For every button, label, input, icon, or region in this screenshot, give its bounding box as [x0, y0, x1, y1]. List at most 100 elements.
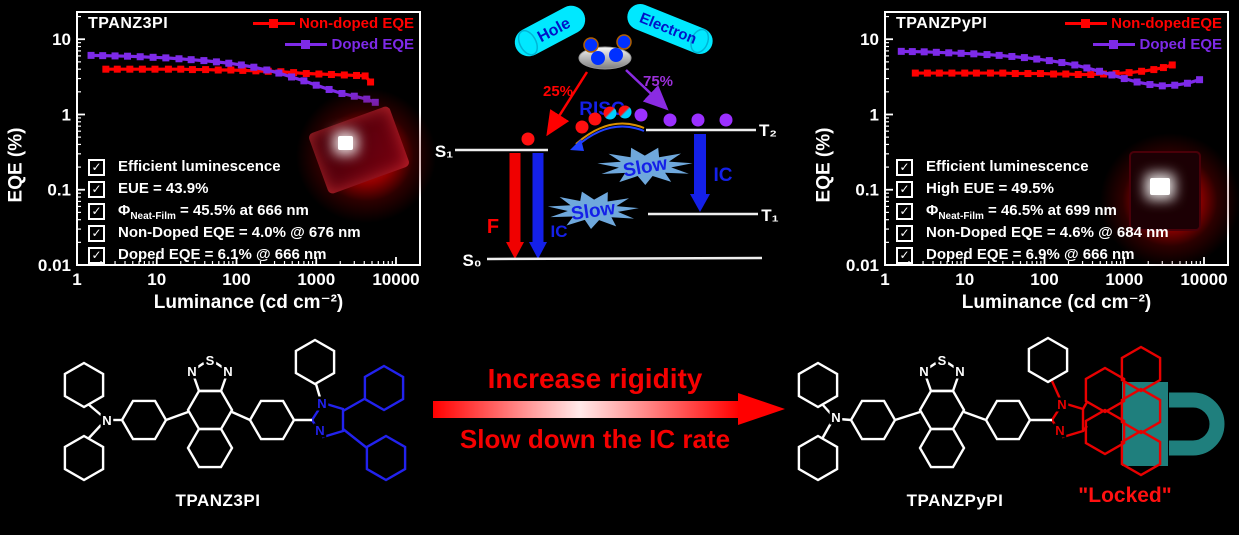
series-marker — [275, 69, 283, 77]
series-marker — [961, 69, 969, 77]
exciton-dot — [575, 120, 589, 134]
checklist-item: ✓ Efficient luminescence — [896, 158, 1169, 180]
singlet-branch-arrow — [546, 71, 589, 137]
molecule-tpanzpypi: N N S N N N TPANZPyPI "Locked" — [797, 336, 1225, 510]
series-marker — [935, 69, 943, 77]
legend-label: Non-dopedEQE — [1111, 15, 1222, 32]
series-marker — [325, 85, 333, 93]
series-marker — [263, 66, 271, 74]
exciton-dot — [691, 113, 705, 127]
series-marker — [164, 65, 172, 73]
x-axis-ticks: 1 10 100 1000 10000 — [72, 257, 420, 289]
series-marker — [1083, 64, 1091, 72]
y-tick-label: 0.1 — [47, 181, 71, 200]
jablonski-energy-diagram: Hole Electron 25% 75% RISC S₁ T₂ F IC Sl… — [435, 4, 779, 270]
thiadiazole-ring — [190, 357, 230, 393]
series-marker — [327, 70, 335, 78]
series-marker — [214, 66, 222, 74]
series-marker — [99, 52, 107, 60]
series-marker — [363, 95, 371, 103]
ic-label-s1: IC — [551, 222, 568, 241]
checkbox-icon: ✓ — [896, 159, 913, 176]
y-axis-label-right: EQE (%) — [813, 127, 835, 203]
charge-dot — [609, 48, 623, 62]
legend-label: Non-doped EQE — [299, 15, 414, 32]
series-marker — [227, 66, 235, 74]
amine-n-label: N — [102, 413, 111, 428]
series-marker — [288, 73, 296, 81]
transition-bottom-label: Slow down the IC rate — [459, 424, 731, 454]
series-marker — [1150, 66, 1158, 74]
thiadiazole-s-label: S — [938, 353, 947, 368]
series-marker — [102, 65, 110, 73]
benzene-ring — [363, 364, 405, 412]
imidazole-ring — [310, 401, 345, 439]
square-marker-icon — [269, 19, 278, 28]
checkbox-icon: ✓ — [896, 181, 913, 198]
series-marker — [897, 47, 905, 55]
series-marker — [1158, 82, 1166, 90]
benzene-ring — [186, 389, 234, 431]
series-marker — [1171, 81, 1179, 89]
legend-label: Doped EQE — [1139, 36, 1222, 53]
series-marker — [315, 70, 323, 78]
legend-line-sample — [253, 19, 295, 28]
benzene-ring — [365, 434, 407, 482]
series-marker — [1011, 70, 1019, 78]
starburst-icon — [547, 191, 639, 229]
checkbox-icon: ✓ — [88, 181, 105, 198]
series-marker — [1168, 61, 1176, 69]
series-marker — [1024, 70, 1032, 78]
benzene-ring — [1084, 408, 1126, 456]
series-marker — [177, 65, 185, 73]
imidazole-n-label: N — [315, 423, 324, 438]
square-marker-icon — [301, 40, 311, 49]
series-marker — [188, 66, 196, 74]
eqe-chart-left: 1 10 100 1000 10000 10 1 0.1 0.01 — [38, 11, 421, 289]
series-marker — [932, 48, 940, 56]
benzene-ring — [849, 399, 897, 441]
s1-label: S₁ — [435, 142, 453, 161]
transition-arrow-body — [433, 401, 739, 418]
series-line — [91, 53, 376, 104]
series-marker — [972, 69, 980, 77]
series-marker — [151, 65, 159, 73]
benzene-ring — [797, 361, 839, 409]
benzene-ring — [797, 434, 839, 482]
series-marker — [1146, 81, 1154, 89]
series-marker — [986, 69, 994, 77]
checklist-item: ✓ Doped EQE = 6.1% @ 666 nm — [88, 246, 361, 268]
legend-entry-nondoped: Non-dopedEQE — [1065, 13, 1222, 34]
benzene-ring — [63, 434, 105, 482]
amine-n-label: N — [831, 410, 840, 425]
series-marker — [1087, 70, 1095, 78]
checklist-item: ✓ ΦNeat-Film = 45.5% at 666 nm — [88, 202, 361, 224]
series-marker — [200, 57, 208, 65]
thiadiazole-n-label: N — [223, 364, 232, 379]
y-tick-label: 0.01 — [846, 256, 879, 275]
x-tick-label: 1 — [880, 270, 889, 289]
imidazole-ring — [1050, 401, 1085, 439]
series-marker — [136, 53, 144, 61]
fluorescence-label: F — [487, 216, 499, 238]
series-marker — [1196, 76, 1204, 84]
x-tick-label: 10 — [147, 270, 166, 289]
fluorescence-arrowhead-icon — [506, 242, 524, 259]
t1-label: T₁ — [761, 206, 778, 225]
thiadiazole-n-label: N — [955, 364, 964, 379]
ic-arrowhead-icon — [529, 242, 547, 259]
series-marker — [312, 81, 320, 89]
molecule-name-right: TPANZPyPI — [907, 491, 1004, 510]
y-tick-label: 1 — [62, 105, 71, 124]
imidazole-n-label: N — [1057, 397, 1066, 412]
legend-entry-doped: Doped EQE — [253, 34, 414, 55]
benzene-ring — [1120, 387, 1162, 435]
benzene-ring — [186, 427, 234, 469]
series-marker — [340, 71, 348, 79]
series-marker — [87, 51, 95, 59]
series-marker — [1045, 57, 1053, 65]
series-marker — [338, 90, 346, 98]
series-marker — [1125, 69, 1133, 77]
series-marker — [124, 52, 132, 60]
series-marker — [1036, 70, 1044, 78]
